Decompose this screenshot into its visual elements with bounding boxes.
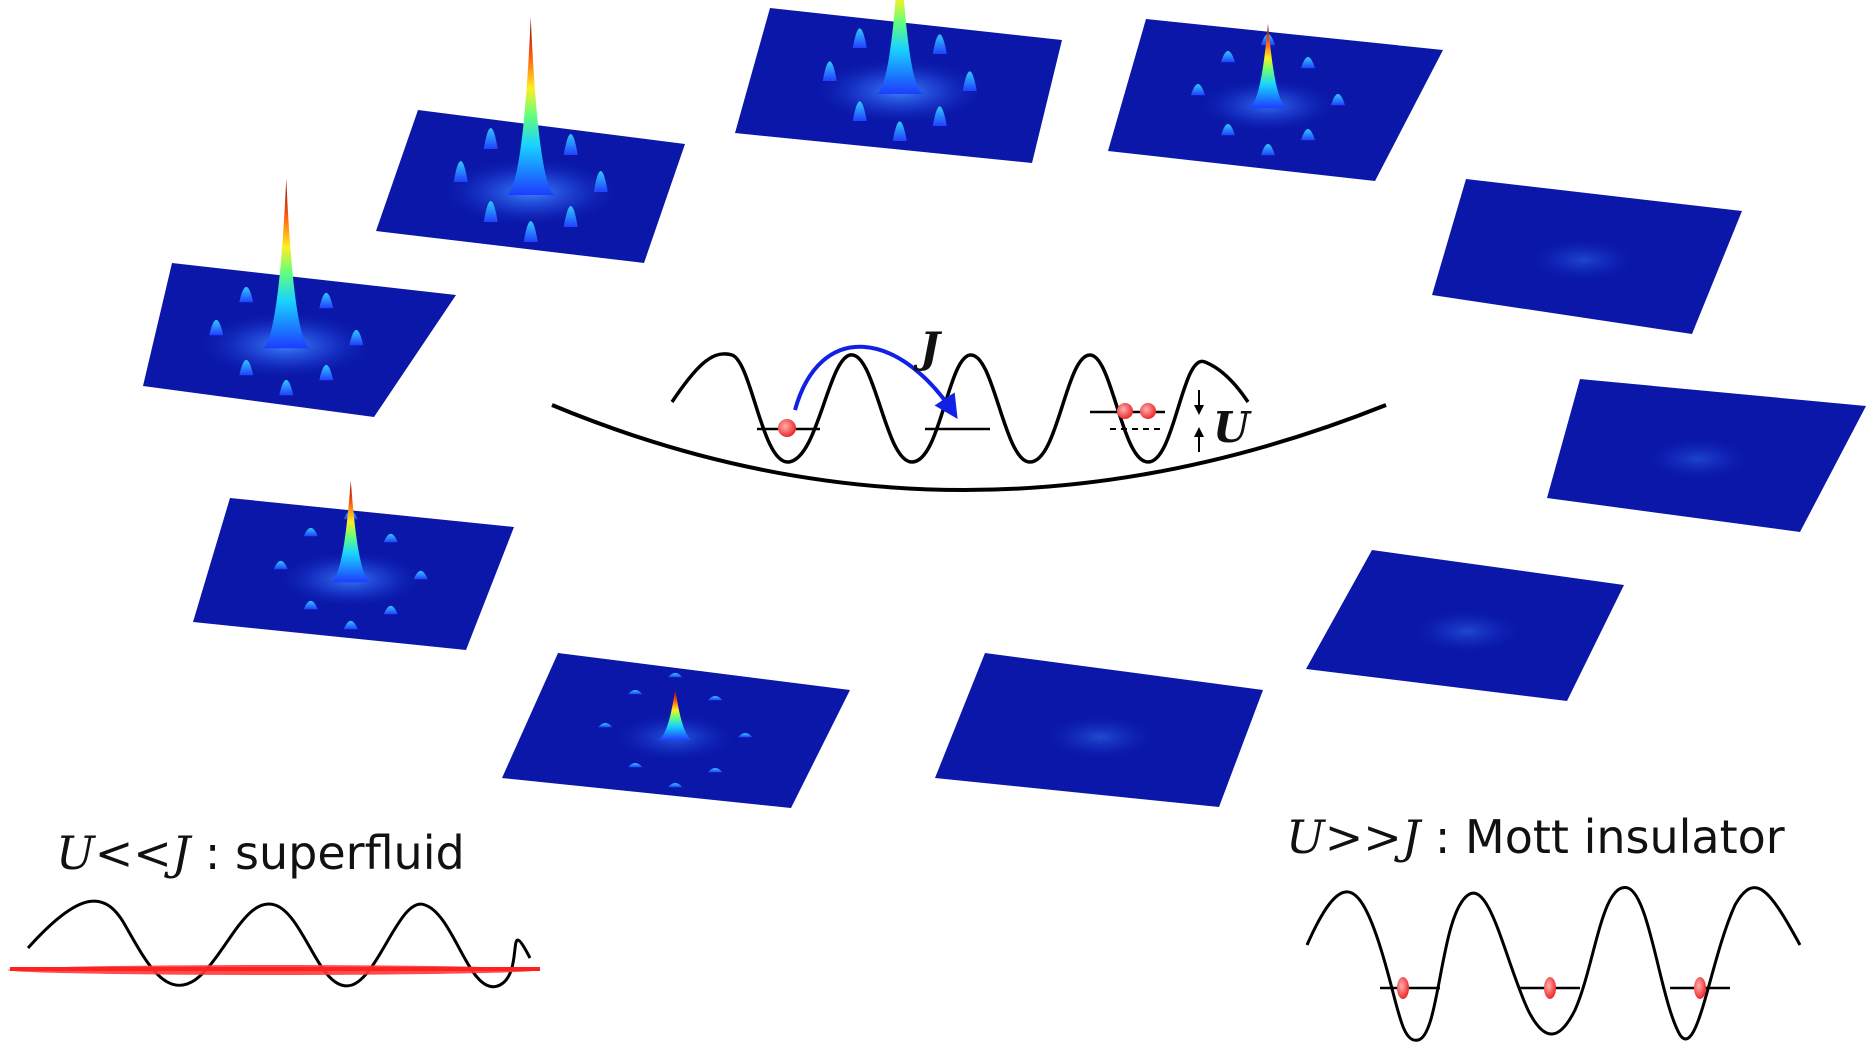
panel-2-satellite-peak: [593, 171, 608, 192]
superfluid-potential-curve: [26, 899, 532, 989]
panel-3-central-peak: [876, 0, 923, 94]
panel-4-central-peak: [1249, 23, 1287, 109]
panel-1-satellite-peak: [349, 329, 364, 346]
panel-1-satellite-peak: [319, 292, 334, 309]
mott-separator: :: [1420, 810, 1466, 864]
panel-1-satellite-peak: [239, 359, 254, 376]
panel-3-satellite-peak: [932, 34, 947, 54]
lattice-diagram: J U: [551, 323, 1387, 492]
panel-9-satellite-peak: [738, 733, 753, 738]
panel-10-satellite-peak: [303, 600, 318, 610]
interaction-symbol: U: [1213, 403, 1252, 452]
panel-2-central-peak: [506, 17, 555, 195]
panel-5: [1432, 179, 1742, 334]
lattice-potential-curve: [670, 352, 1250, 464]
panel-8-glow: [1040, 713, 1161, 761]
mott-lattice: [1305, 886, 1802, 1042]
panel-9-satellite-peak: [708, 696, 723, 701]
panel-9-satellite-peak: [708, 768, 723, 773]
superfluid-band: [10, 967, 540, 971]
panel-9-satellite-peak: [598, 723, 613, 728]
panel-4-satellite-peak: [1301, 129, 1315, 141]
hopping-symbol: J: [913, 323, 943, 372]
panel-7-glow: [1408, 607, 1527, 655]
panel-3: [735, 0, 1062, 163]
hopping-arrow: [793, 344, 958, 420]
mott-atom-1: [1397, 977, 1409, 999]
atom-3: [1140, 403, 1156, 419]
panel-4-satellite-peak: [1301, 57, 1315, 69]
panel-10-satellite-peak: [273, 560, 288, 570]
panel-10-satellite-peak: [413, 570, 428, 580]
panel-2-satellite-peak: [453, 161, 468, 182]
panel-1: [143, 178, 456, 417]
panel-9: [502, 653, 850, 808]
panel-3-satellite-peak: [822, 61, 837, 81]
panel-5-glow: [1524, 236, 1642, 283]
superfluid-label: U<<J : superfluid: [56, 826, 465, 880]
panel-2-satellite-peak: [483, 128, 498, 149]
panel-8: [935, 653, 1263, 807]
panel-6: [1547, 379, 1866, 532]
panel-ring: [143, 0, 1866, 808]
panel-9-satellite-peak: [668, 783, 683, 788]
panel-9-satellite-peak: [668, 673, 683, 678]
panel-7: [1306, 550, 1624, 701]
panel-1-satellite-peak: [319, 364, 334, 381]
harmonic-trap-curve: [551, 403, 1387, 492]
mott-condition: U>>J: [1286, 810, 1421, 864]
panel-1-satellite-peak: [209, 319, 224, 336]
panel-1-central-peak: [262, 178, 310, 349]
panel-4-satellite-peak: [1221, 51, 1235, 63]
panel-4-satellite-peak: [1331, 94, 1345, 106]
mott-atom-3: [1694, 977, 1706, 999]
panel-2-satellite-peak: [523, 221, 538, 242]
panel-2-satellite-peak: [563, 206, 578, 227]
panel-10-satellite-peak: [383, 533, 398, 543]
mott-label: U>>J : Mott insulator: [1286, 810, 1785, 864]
panel-10-central-peak: [331, 480, 371, 583]
atom-1: [778, 419, 796, 437]
panel-10-satellite-peak: [303, 527, 318, 537]
panel-4-satellite-peak: [1221, 124, 1235, 136]
panel-4: [1108, 19, 1443, 181]
panel-10: [193, 480, 514, 650]
panel-10-satellite-peak: [383, 605, 398, 615]
panel-2-satellite-peak: [483, 201, 498, 222]
superfluid-lattice: [8, 899, 540, 989]
panel-1-satellite-peak: [239, 286, 254, 303]
panel-10-satellite-peak: [343, 620, 358, 630]
panel-3-satellite-peak: [852, 101, 867, 121]
panel-3-satellite-peak: [892, 121, 907, 141]
superfluid-separator: :: [190, 826, 236, 880]
superfluid-text: superfluid: [235, 826, 465, 880]
superfluid-condition: U<<J: [56, 826, 191, 880]
panel-4-satellite-peak: [1191, 84, 1205, 96]
panel-3-satellite-peak: [962, 71, 977, 91]
atom-2: [1117, 403, 1133, 419]
panel-4-satellite-peak: [1261, 144, 1275, 156]
mott-potential-curve: [1305, 886, 1802, 1042]
panel-2: [376, 17, 685, 263]
mott-text: Mott insulator: [1465, 810, 1785, 864]
mott-atom-2: [1544, 977, 1556, 999]
panel-3-satellite-peak: [932, 106, 947, 126]
panel-6-glow: [1640, 435, 1756, 482]
panel-2-satellite-peak: [563, 134, 578, 155]
panel-1-satellite-peak: [279, 379, 294, 396]
panel-9-satellite-peak: [628, 690, 643, 695]
panel-9-central-peak: [658, 689, 692, 741]
panel-9-satellite-peak: [628, 763, 643, 768]
panel-3-satellite-peak: [852, 28, 867, 48]
